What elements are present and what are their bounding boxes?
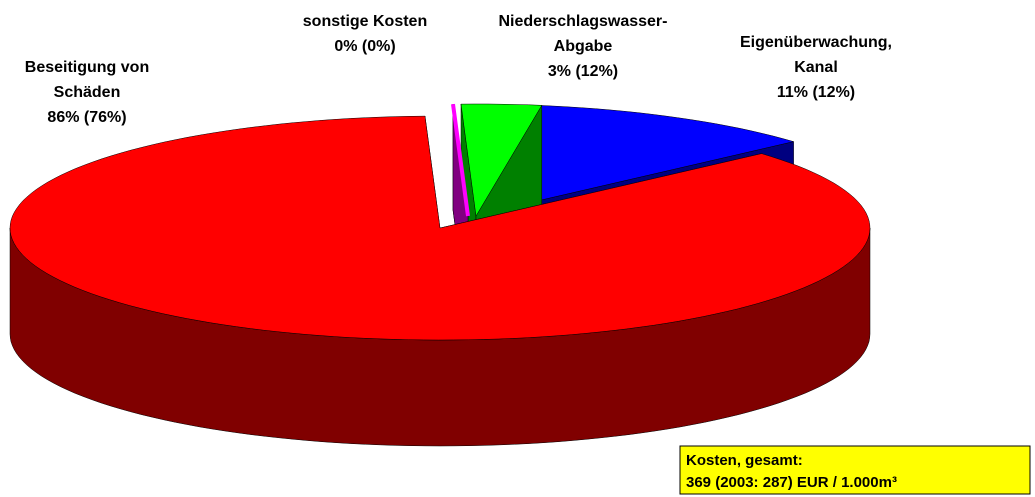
annotation-line: Kosten, gesamt: xyxy=(686,452,803,469)
value-label: 86% (76%) xyxy=(47,109,126,126)
slice-label: Eigenüberwachung, xyxy=(740,34,892,51)
slice-label: Abgabe xyxy=(554,38,613,55)
slice-label: sonstige Kosten xyxy=(303,13,427,30)
pie xyxy=(9,103,871,447)
value-label: 3% (12%) xyxy=(548,63,618,80)
slice-label: Schäden xyxy=(54,84,121,101)
labels: sonstige Kosten 0% (0%) Niederschlagswasse… xyxy=(25,13,892,126)
slice-label: Beseitigung von xyxy=(25,59,149,76)
value-label: 0% (0%) xyxy=(334,38,395,55)
value-label: 11% (12%) xyxy=(777,84,855,101)
slice xyxy=(9,115,871,341)
annotation-box xyxy=(679,445,1031,495)
slice xyxy=(451,103,470,217)
slice xyxy=(460,103,543,217)
slice-label: Kanal xyxy=(794,59,838,76)
slice xyxy=(471,105,794,217)
slice-label: Niederschlagswasser- xyxy=(499,13,668,30)
annotation-line: 369 (2003: 287) EUR / 1.000m³ xyxy=(686,474,897,491)
